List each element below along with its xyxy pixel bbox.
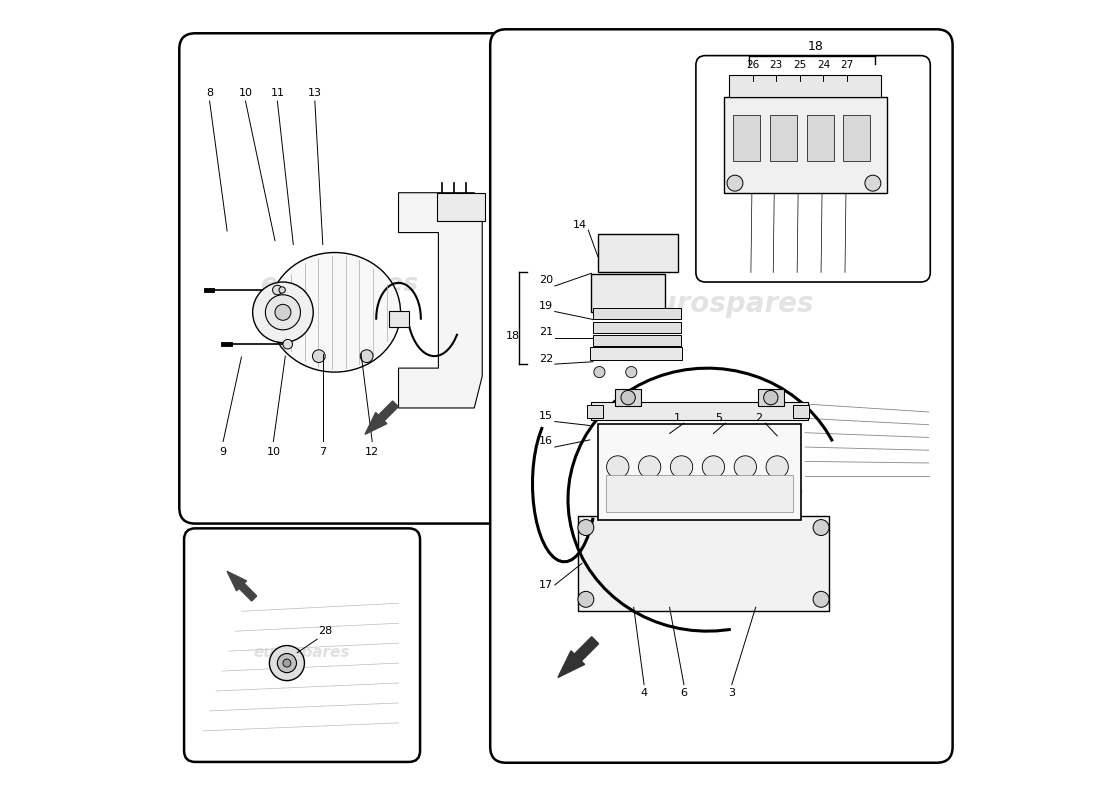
Text: 25: 25 — [793, 60, 806, 70]
Circle shape — [253, 282, 313, 342]
Text: 7: 7 — [319, 447, 327, 457]
Circle shape — [270, 646, 305, 681]
Polygon shape — [378, 401, 398, 421]
Text: eurospares: eurospares — [638, 290, 813, 318]
Circle shape — [727, 175, 742, 191]
Polygon shape — [558, 650, 584, 678]
FancyBboxPatch shape — [696, 56, 931, 282]
Circle shape — [638, 456, 661, 478]
Circle shape — [763, 390, 778, 405]
FancyBboxPatch shape — [179, 34, 510, 523]
Bar — [729, 74, 881, 97]
Bar — [724, 97, 888, 193]
Circle shape — [277, 654, 297, 673]
Text: 8: 8 — [206, 88, 213, 98]
Text: 12: 12 — [365, 447, 380, 457]
Bar — [597, 234, 678, 273]
Circle shape — [766, 456, 789, 478]
Text: 11: 11 — [271, 88, 284, 98]
Circle shape — [606, 456, 629, 478]
Text: eurospares: eurospares — [260, 273, 418, 297]
Text: 4: 4 — [640, 688, 648, 698]
Text: 5: 5 — [715, 413, 723, 422]
Polygon shape — [574, 637, 598, 661]
Text: 22: 22 — [539, 354, 553, 363]
Bar — [437, 193, 485, 221]
Text: 16: 16 — [539, 437, 553, 446]
Bar — [592, 274, 664, 312]
Polygon shape — [239, 583, 256, 601]
Text: 3: 3 — [728, 688, 735, 698]
Circle shape — [594, 366, 605, 378]
Circle shape — [361, 350, 373, 362]
Text: 10: 10 — [266, 447, 280, 457]
Text: 27: 27 — [840, 60, 854, 70]
Circle shape — [813, 591, 829, 607]
Text: eurospares: eurospares — [647, 484, 804, 508]
Circle shape — [621, 390, 636, 405]
Bar — [734, 114, 760, 161]
Circle shape — [702, 456, 725, 478]
Bar — [793, 405, 810, 418]
Circle shape — [265, 294, 300, 330]
Bar — [758, 389, 783, 406]
Polygon shape — [227, 571, 246, 590]
Circle shape — [283, 659, 290, 667]
Text: 6: 6 — [681, 688, 688, 698]
Text: eurospares: eurospares — [772, 155, 859, 170]
Bar — [578, 515, 829, 611]
Bar — [593, 307, 681, 318]
Bar — [844, 114, 870, 161]
FancyBboxPatch shape — [491, 30, 953, 762]
Circle shape — [279, 286, 285, 293]
Circle shape — [275, 304, 290, 320]
Polygon shape — [365, 413, 387, 434]
Bar — [593, 322, 681, 333]
Circle shape — [865, 175, 881, 191]
Bar — [593, 334, 681, 346]
Circle shape — [813, 519, 829, 535]
Text: 13: 13 — [308, 88, 322, 98]
Text: 14: 14 — [573, 220, 587, 230]
Bar — [597, 424, 801, 519]
Bar — [770, 114, 798, 161]
Circle shape — [626, 366, 637, 378]
Text: 19: 19 — [539, 301, 553, 311]
Text: 18: 18 — [807, 40, 824, 54]
Circle shape — [578, 591, 594, 607]
Ellipse shape — [270, 253, 400, 372]
FancyBboxPatch shape — [184, 528, 420, 762]
Text: 9: 9 — [220, 447, 227, 457]
Circle shape — [273, 286, 282, 294]
Bar — [615, 389, 641, 406]
Text: 23: 23 — [769, 60, 782, 70]
Text: 10: 10 — [239, 88, 253, 98]
Bar — [592, 402, 807, 420]
Bar — [586, 405, 603, 418]
Text: 2: 2 — [756, 413, 762, 422]
Text: eurospares: eurospares — [254, 646, 350, 660]
Bar — [806, 114, 834, 161]
Circle shape — [283, 339, 293, 349]
Bar — [389, 310, 409, 326]
Text: 15: 15 — [539, 411, 553, 421]
Text: 1: 1 — [674, 413, 681, 422]
Circle shape — [670, 456, 693, 478]
Circle shape — [578, 519, 594, 535]
Text: 18: 18 — [506, 331, 520, 342]
Polygon shape — [398, 193, 482, 408]
Text: 28: 28 — [318, 626, 332, 636]
Bar — [606, 475, 793, 512]
Text: 24: 24 — [817, 60, 830, 70]
Text: 20: 20 — [539, 275, 553, 286]
Text: 21: 21 — [539, 327, 553, 338]
Circle shape — [734, 456, 757, 478]
Text: 26: 26 — [747, 60, 760, 70]
Bar — [590, 347, 682, 360]
Text: 17: 17 — [539, 580, 553, 590]
Circle shape — [312, 350, 326, 362]
